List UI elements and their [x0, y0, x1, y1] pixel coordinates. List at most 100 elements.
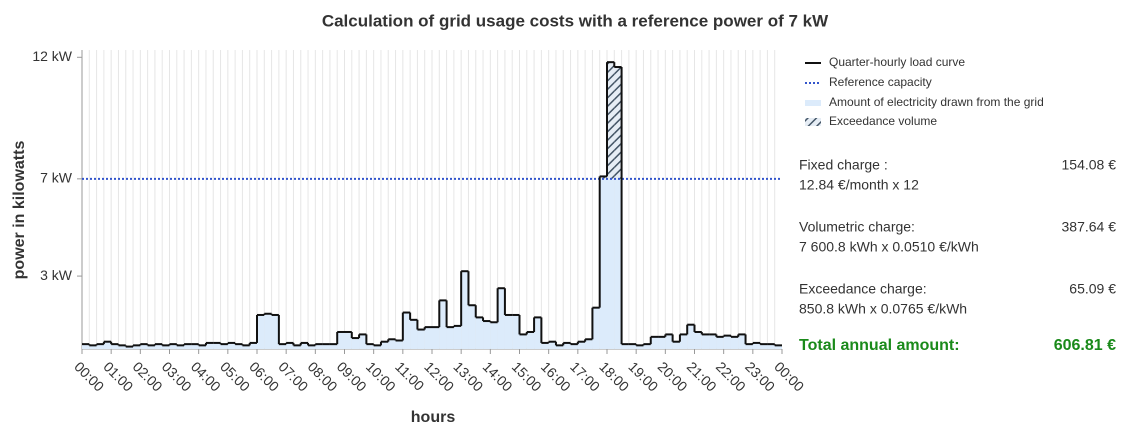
x-tick-label: 16:00: [538, 358, 574, 394]
x-tick-label: 19:00: [625, 358, 661, 394]
area-segment: [555, 345, 564, 349]
area-segment: [213, 342, 221, 349]
area-segment: [526, 331, 535, 349]
area-segment: [205, 342, 214, 349]
charge-detail: 7 600.8 kWh x 0.0510 €/kWh: [799, 239, 979, 255]
area-segment: [220, 344, 228, 349]
x-tick-label: 12:00: [421, 358, 457, 394]
x-tick-label: 14:00: [480, 358, 516, 394]
area-segment: [410, 319, 418, 349]
charge-detail: 850.8 kWh x 0.0765 €/kWh: [799, 301, 967, 317]
area-segment: [278, 344, 287, 349]
area-segment: [439, 300, 447, 349]
area-segment: [286, 342, 294, 349]
area-segment: [577, 341, 586, 349]
charge-amount: 65.09 €: [1069, 281, 1116, 297]
area-segment: [592, 307, 600, 349]
area-segment: [534, 317, 542, 349]
charge-label: Exceedance charge:: [799, 281, 927, 297]
area-segment: [402, 312, 411, 349]
x-tick-label: 00:00: [71, 358, 107, 394]
area-segment: [709, 334, 717, 349]
area-segment: [599, 178, 607, 349]
area-segment: [694, 331, 702, 349]
area-segment: [329, 344, 338, 349]
area-segment: [154, 344, 163, 349]
area-segment: [723, 335, 731, 349]
area-segment: [716, 336, 724, 349]
area-segment: [118, 345, 126, 349]
area-segment: [490, 322, 498, 349]
area-segment: [432, 327, 440, 349]
area-segment: [570, 344, 578, 349]
area-segment: [227, 342, 236, 349]
exceedance-segment: [607, 62, 615, 179]
area-segment: [687, 324, 695, 349]
area-segment: [475, 317, 484, 349]
area-segment: [614, 178, 622, 349]
area-segment: [504, 314, 513, 349]
legend-label: Quarter-hourly load curve: [829, 55, 965, 69]
area-segment: [483, 321, 491, 349]
area-segment: [774, 345, 782, 349]
area-segment: [125, 346, 134, 349]
area-segment: [271, 314, 279, 349]
area-segment: [176, 345, 185, 349]
area-segment: [497, 288, 505, 349]
total-amount: 606.81 €: [1054, 337, 1116, 354]
area-segment: [548, 341, 556, 349]
side-panel: Quarter-hourly load curve Reference capac…: [799, 55, 1116, 354]
area-segment: [424, 327, 432, 349]
x-tick-label: 05:00: [217, 358, 253, 394]
area-segment: [140, 344, 148, 349]
area-segment: [388, 339, 396, 349]
area-segment: [446, 327, 454, 349]
area-segment: [417, 329, 425, 349]
area-segment: [169, 344, 177, 349]
area-segment: [621, 344, 629, 349]
x-tick-label: 06:00: [246, 358, 282, 394]
area-segment: [89, 345, 97, 349]
area-segment: [147, 345, 155, 349]
area-segment: [701, 334, 710, 349]
area-segment: [752, 342, 761, 349]
x-tick-label: 09:00: [334, 358, 370, 394]
x-axis-title: hours: [411, 409, 456, 426]
area-segment: [453, 325, 462, 349]
x-tick-label: 04:00: [188, 358, 224, 394]
legend-label: Amount of electricity drawn from the gri…: [829, 95, 1044, 109]
exceedance-segment: [614, 67, 622, 179]
x-tick-label: 11:00: [392, 358, 428, 394]
charge-amount: 154.08 €: [1062, 157, 1117, 173]
area-segment: [730, 336, 739, 349]
area-segment: [249, 342, 257, 349]
x-tick-label: 01:00: [100, 358, 136, 394]
x-tick-label: 00:00: [771, 358, 807, 394]
area-segment: [461, 271, 469, 349]
x-tick-label: 22:00: [713, 358, 749, 394]
exceedance-segment: [599, 176, 607, 179]
charge-detail: 12.84 €/month x 12: [799, 177, 919, 193]
area-segment: [322, 344, 330, 349]
area-segment: [111, 344, 119, 349]
x-tick-label: 08:00: [305, 358, 341, 394]
area-segment: [344, 331, 352, 349]
y-tick-label: 3 kW: [40, 267, 73, 283]
area-segment: [380, 341, 389, 349]
x-tick-label: 15:00: [509, 358, 545, 394]
area-segment: [257, 314, 265, 349]
area-segment: [767, 344, 775, 349]
legend-swatch: [805, 118, 821, 126]
x-tick-label: 07:00: [275, 358, 311, 394]
charge-label: Volumetric charge:: [799, 219, 915, 235]
x-tick-label: 21:00: [684, 358, 720, 394]
area-segment: [337, 331, 345, 349]
total-label: Total annual amount:: [799, 337, 960, 354]
area-segment: [519, 334, 527, 349]
area-segment: [679, 334, 688, 349]
area-segment: [541, 342, 549, 349]
area-segment: [315, 344, 323, 349]
area-segment: [300, 342, 309, 349]
area-segment: [628, 344, 637, 349]
